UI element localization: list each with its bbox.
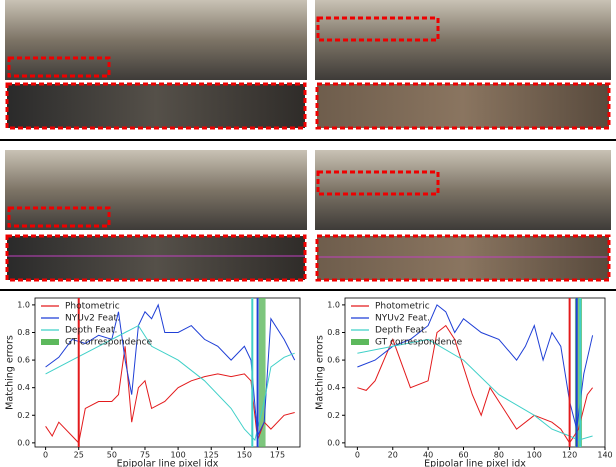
- series-line: [45, 324, 295, 442]
- y-tick-label: 0.2: [327, 411, 340, 420]
- photo: [315, 150, 611, 230]
- crop-box: [7, 206, 111, 228]
- crop: [317, 236, 609, 280]
- crop-box: [315, 82, 611, 130]
- gt-band: [258, 298, 266, 447]
- x-tick-label: 175: [270, 451, 285, 460]
- y-tick-label: 1.0: [17, 300, 30, 309]
- x-tick-label: 25: [74, 451, 84, 460]
- y-axis-label: Matching errors: [315, 335, 326, 410]
- x-axis-label: Epipolar line pixel idx: [424, 459, 526, 467]
- crop-box: [5, 234, 307, 282]
- y-tick-label: 0.8: [17, 328, 30, 337]
- chart: 0.0 0.2 0.4 0.6 0.8 1.0 0 25 50 75 100 125 150 175 Pho…: [5, 297, 301, 467]
- x-tick-label: 0: [43, 451, 48, 460]
- legend-label: Photometric: [65, 302, 120, 312]
- y-tick-label: 0.4: [17, 383, 30, 392]
- x-tick-label: 80: [494, 451, 504, 460]
- y-tick-label: 0.8: [327, 328, 340, 337]
- crop-box: [316, 170, 440, 196]
- crop: [7, 84, 305, 128]
- x-tick-label: 100: [170, 451, 185, 460]
- gt-band: [574, 298, 583, 447]
- y-tick-label: 0.6: [327, 356, 340, 365]
- legend-label: Depth Feat.: [65, 326, 117, 336]
- crop: [317, 84, 609, 128]
- crop-box: [7, 56, 111, 78]
- crop-box: [5, 82, 307, 130]
- legend-swatch: [41, 339, 59, 345]
- x-tick-label: 60: [458, 451, 468, 460]
- y-tick-label: 0.0: [327, 438, 340, 447]
- series-line: [357, 304, 594, 430]
- x-tick-label: 140: [597, 451, 612, 460]
- x-tick-label: 150: [237, 451, 252, 460]
- x-tick-label: 40: [423, 451, 433, 460]
- chart: 0.0 0.2 0.4 0.6 0.8 1.0 0 20 40 60 80 100 120 140 Phot…: [315, 297, 613, 467]
- plot-area: [344, 297, 606, 448]
- x-tick-label: 20: [388, 451, 398, 460]
- legend-label: NYUv2 Feat.: [375, 314, 430, 324]
- photo: [5, 150, 307, 230]
- x-tick-label: 50: [107, 451, 117, 460]
- y-tick-label: 0.4: [327, 383, 340, 392]
- photo: [5, 0, 307, 80]
- legend-label: GT correspondence: [375, 338, 463, 348]
- legend-label: Depth Feat.: [375, 326, 427, 336]
- legend-label: GT correspondence: [65, 338, 153, 348]
- x-tick-label: 0: [355, 451, 360, 460]
- photo-row-1: [5, 0, 611, 130]
- photo: [315, 0, 611, 80]
- series-line: [357, 338, 593, 441]
- crop: [7, 236, 305, 280]
- crop-box: [315, 234, 611, 282]
- x-tick-label: 125: [204, 451, 219, 460]
- y-axis-label: Matching errors: [5, 335, 16, 410]
- legend-label: NYUv2 Feat.: [65, 314, 120, 324]
- series-line: [45, 303, 296, 438]
- photo-row-2: [5, 150, 611, 282]
- x-tick-label: 120: [562, 451, 577, 460]
- x-tick-label: 75: [140, 451, 150, 460]
- legend-label: Photometric: [375, 302, 430, 312]
- y-tick-label: 0.6: [17, 356, 30, 365]
- y-tick-label: 0.0: [17, 438, 30, 447]
- y-tick-label: 0.2: [17, 411, 30, 420]
- crop-box: [316, 16, 440, 42]
- y-tick-label: 1.0: [327, 300, 340, 309]
- legend-swatch: [351, 339, 369, 345]
- x-axis-label: Epipolar line pixel idx: [117, 459, 219, 467]
- series-line: [45, 346, 295, 444]
- x-tick-label: 100: [527, 451, 542, 460]
